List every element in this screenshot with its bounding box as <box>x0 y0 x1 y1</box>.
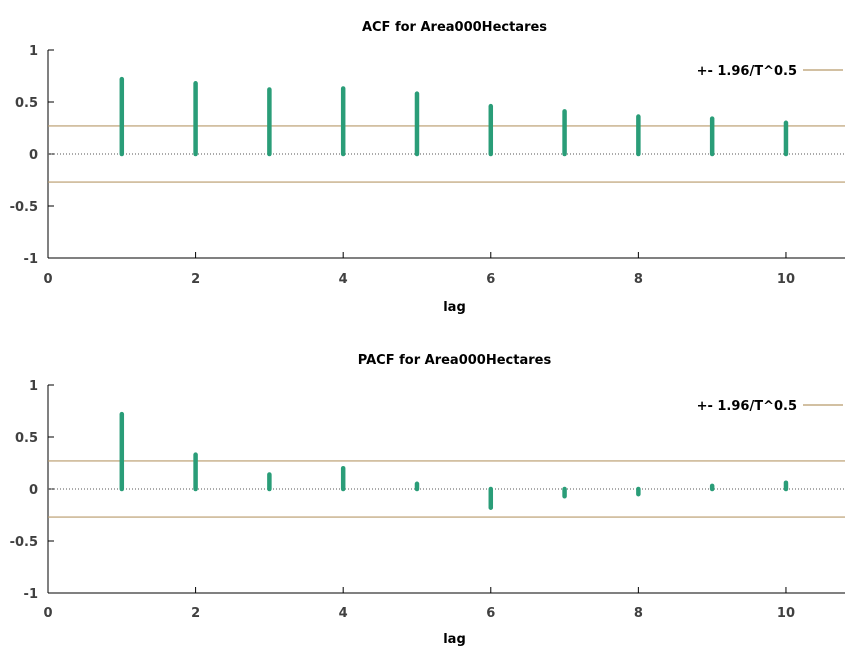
x-axis-label: lag <box>443 300 466 315</box>
x-tick-label: 0 <box>43 272 52 287</box>
x-tick-label: 2 <box>191 272 200 287</box>
x-tick-label: 4 <box>339 272 348 287</box>
x-axis-label: lag <box>443 632 466 646</box>
x-tick-label: 0 <box>43 606 52 621</box>
y-tick-label: 1 <box>29 44 38 59</box>
x-tick-label: 4 <box>339 606 348 621</box>
y-tick-label: 1 <box>29 379 38 394</box>
x-tick-label: 8 <box>634 606 643 621</box>
y-tick-label: -1 <box>24 587 38 602</box>
y-tick-label: 0.5 <box>15 96 38 111</box>
chart-title: ACF for Area000Hectares <box>362 20 547 35</box>
x-tick-label: 6 <box>486 606 495 621</box>
y-tick-label: 0.5 <box>15 431 38 446</box>
y-tick-label: 0 <box>29 483 38 498</box>
acf-panel: ACF for Area000Hectares-1-0.500.510 2 4 6 8 1… <box>10 20 845 315</box>
y-tick-label: -0.5 <box>10 200 38 215</box>
y-tick-label: -0.5 <box>10 535 38 550</box>
x-tick-label: 8 <box>634 272 643 287</box>
legend-label: +- 1.96/T^0.5 <box>697 64 797 79</box>
x-tick-label: 10 <box>777 272 795 287</box>
pacf-panel: PACF for Area000Hectares-1-0.500.510 2 4 6 8… <box>10 353 845 646</box>
y-tick-label: -1 <box>24 252 38 267</box>
x-tick-label: 10 <box>777 606 795 621</box>
y-tick-label: 0 <box>29 148 38 163</box>
legend-label: +- 1.96/T^0.5 <box>697 399 797 414</box>
chart-title: PACF for Area000Hectares <box>358 353 552 368</box>
x-tick-label: 6 <box>486 272 495 287</box>
x-tick-label: 2 <box>191 606 200 621</box>
